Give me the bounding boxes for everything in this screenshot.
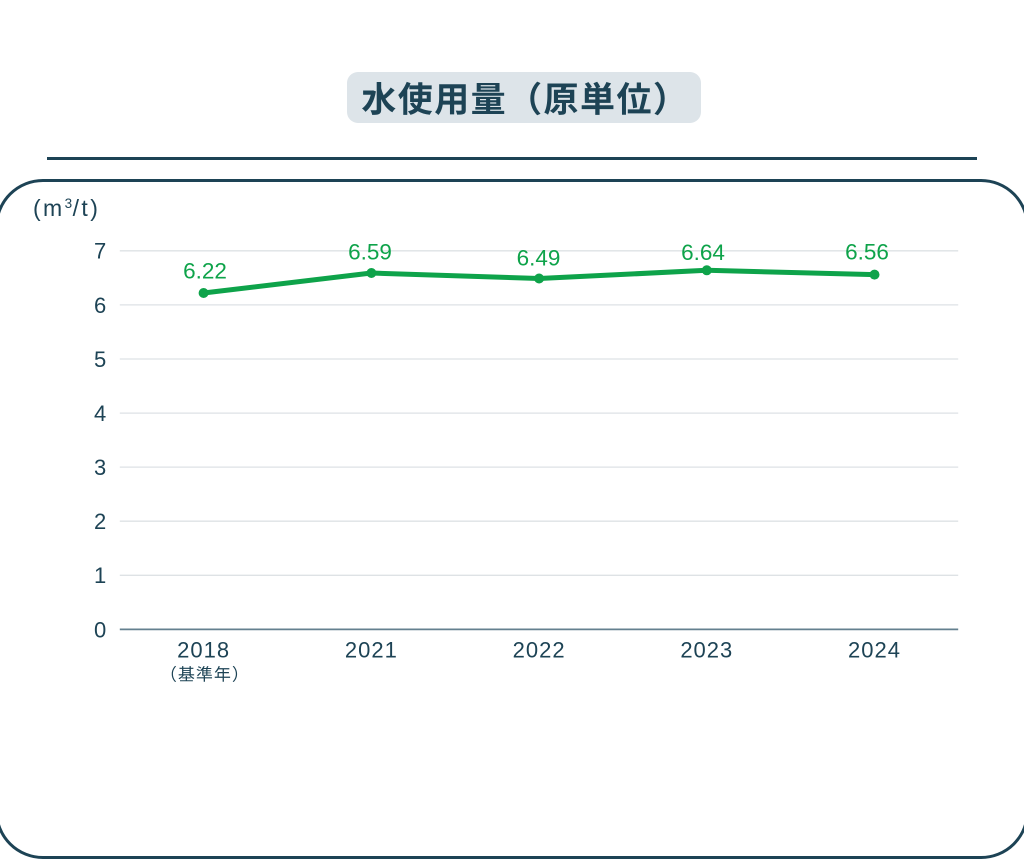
svg-text:0: 0 [94,617,106,642]
svg-text:6: 6 [94,293,106,318]
svg-text:2: 2 [94,509,106,534]
svg-text:6.49: 6.49 [517,246,561,271]
svg-text:2023: 2023 [680,638,733,663]
svg-text:3: 3 [94,455,106,480]
svg-text:2018: 2018 [177,638,230,663]
svg-text:2024: 2024 [848,638,901,663]
svg-text:2022: 2022 [513,638,566,663]
svg-text:5: 5 [94,347,106,372]
svg-text:6.56: 6.56 [845,240,889,265]
svg-text:2021: 2021 [345,638,398,663]
svg-text:1: 1 [94,563,106,588]
svg-text:6.64: 6.64 [681,240,725,265]
svg-text:6.22: 6.22 [183,259,227,284]
svg-text:4: 4 [94,401,106,426]
svg-text:7: 7 [94,239,106,264]
svg-text:6.59: 6.59 [348,240,392,265]
